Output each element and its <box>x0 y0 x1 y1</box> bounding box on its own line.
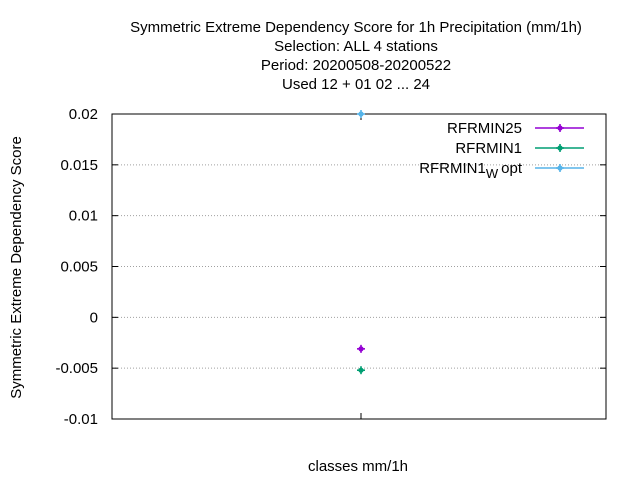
y-axis: -0.01 -0.005 0 0.005 0.01 0.015 0.02 <box>55 106 606 428</box>
legend-label: RFRMIN25 <box>447 120 522 137</box>
y-tick-label: 0.02 <box>69 106 98 123</box>
legend-label-text: RFRMIN25 <box>447 120 522 137</box>
y-tick-label: 0 <box>90 309 98 326</box>
data-point <box>357 366 365 375</box>
data-points <box>357 110 365 375</box>
chart-title-line: Selection: ALL 4 stations <box>274 38 438 55</box>
y-tick-label: 0.005 <box>60 259 98 276</box>
data-point <box>357 344 365 353</box>
y-tick-label: -0.005 <box>55 360 98 377</box>
chart-title-line: Symmetric Extreme Dependency Score for 1… <box>130 19 582 36</box>
y-tick-label: 0.015 <box>60 157 98 174</box>
legend-label-suffix: opt <box>501 160 523 177</box>
chart-title-line: Period: 20200508-20200522 <box>261 57 451 74</box>
legend-label: RFRMIN1 <box>455 140 522 157</box>
data-point <box>357 110 365 118</box>
legend-label-text: RFRMIN1 <box>455 140 522 157</box>
y-axis-label: Symmetric Extreme Dependency Score <box>8 136 25 399</box>
legend-label-subscript: W <box>486 166 499 181</box>
legend-label: RFRMIN1W opt <box>419 160 523 181</box>
y-tick-label: 0.01 <box>69 208 98 225</box>
chart-title-line: Used 12 + 01 02 ... 24 <box>282 76 430 93</box>
chart-title: Symmetric Extreme Dependency Score for 1… <box>130 19 582 93</box>
legend-swatch <box>535 124 584 132</box>
y-tick-label: -0.01 <box>64 411 98 428</box>
legend-swatch <box>535 164 584 172</box>
grid-lines <box>112 164 606 369</box>
legend-swatch <box>535 144 584 152</box>
legend-label-text: RFRMIN1 <box>419 160 486 177</box>
x-axis-label: classes mm/1h <box>308 458 408 475</box>
